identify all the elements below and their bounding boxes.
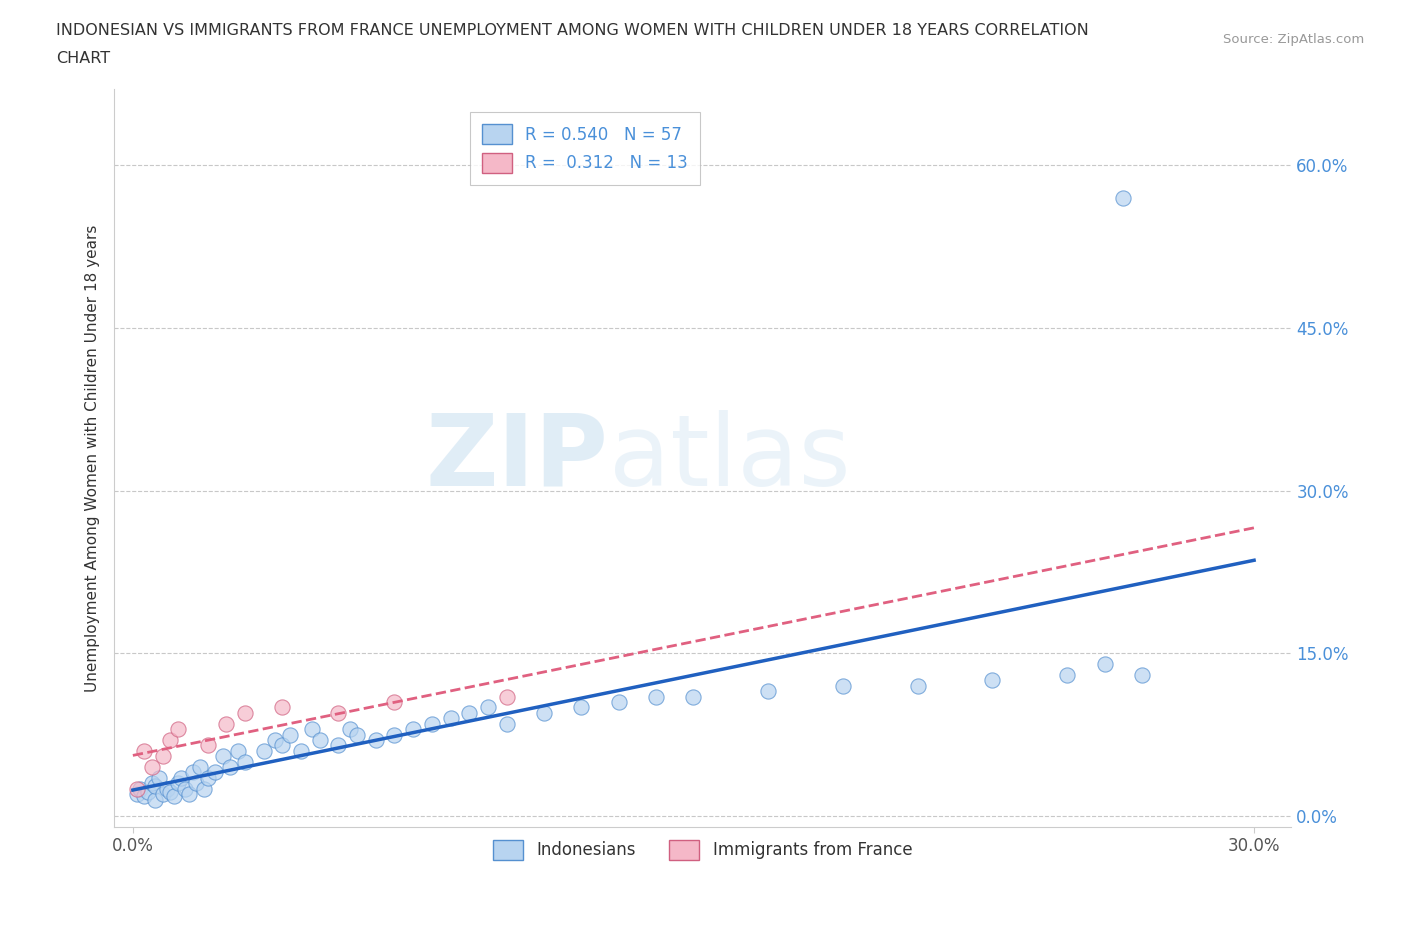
Point (177, 787, 200, 802)
Point (981, 673, 1004, 688)
Text: atlas: atlas (609, 409, 851, 507)
Point (495, 716, 517, 731)
Text: ZIP: ZIP (426, 409, 609, 507)
Point (132, 743, 155, 758)
Point (152, 787, 174, 802)
Point (166, 776, 188, 790)
Point (174, 781, 197, 796)
Point (402, 722, 425, 737)
Point (458, 706, 481, 721)
Point (125, 781, 148, 796)
Point (152, 749, 174, 764)
Point (155, 781, 177, 796)
Point (143, 792, 166, 807)
Point (346, 727, 368, 742)
Point (1130, 668, 1153, 683)
Point (477, 700, 499, 715)
Point (271, 737, 294, 752)
Point (384, 695, 406, 710)
Point (907, 678, 929, 693)
Point (495, 689, 517, 704)
Text: Source: ZipAtlas.com: Source: ZipAtlas.com (1223, 33, 1364, 46)
Point (188, 760, 211, 775)
Point (533, 706, 555, 721)
Point (148, 770, 170, 785)
Point (832, 678, 855, 693)
Point (215, 716, 238, 731)
Point (166, 722, 188, 737)
Point (219, 760, 242, 775)
Point (339, 722, 361, 737)
Point (290, 743, 312, 758)
Point (159, 785, 181, 800)
Point (682, 689, 704, 704)
Point (301, 722, 323, 737)
Text: INDONESIAN VS IMMIGRANTS FROM FRANCE UNEMPLOYMENT AMONG WOMEN WITH CHILDREN UNDE: INDONESIAN VS IMMIGRANTS FROM FRANCE UNE… (56, 23, 1090, 38)
Point (226, 743, 249, 758)
Point (1056, 668, 1078, 683)
Y-axis label: Unemployment Among Women with Children Under 18 years: Unemployment Among Women with Children U… (86, 224, 100, 692)
Point (193, 781, 215, 796)
Point (211, 749, 233, 764)
Point (233, 754, 256, 769)
Point (384, 727, 406, 742)
Point (129, 781, 152, 796)
Point (186, 776, 208, 790)
Point (264, 733, 287, 748)
Point (645, 689, 668, 704)
Point (136, 785, 159, 800)
Point (181, 765, 204, 780)
Point (439, 711, 461, 725)
Point (233, 706, 256, 721)
Point (253, 743, 276, 758)
Point (141, 776, 163, 790)
Point (308, 733, 330, 748)
Text: CHART: CHART (56, 51, 110, 66)
Point (328, 706, 350, 721)
Point (1112, 191, 1135, 206)
Point (125, 787, 148, 802)
Point (328, 737, 350, 752)
Point (756, 684, 779, 698)
Point (271, 700, 294, 715)
Point (170, 770, 193, 785)
Legend: Indonesians, Immigrants from France: Indonesians, Immigrants from France (484, 830, 922, 870)
Point (278, 727, 301, 742)
Point (607, 695, 630, 710)
Point (132, 789, 155, 804)
Point (197, 737, 219, 752)
Point (569, 700, 592, 715)
Point (204, 765, 226, 780)
Point (159, 733, 181, 748)
Point (141, 760, 163, 775)
Point (420, 716, 443, 731)
Point (163, 789, 186, 804)
Point (1094, 657, 1116, 671)
Point (364, 733, 387, 748)
Point (143, 778, 166, 793)
Point (197, 770, 219, 785)
